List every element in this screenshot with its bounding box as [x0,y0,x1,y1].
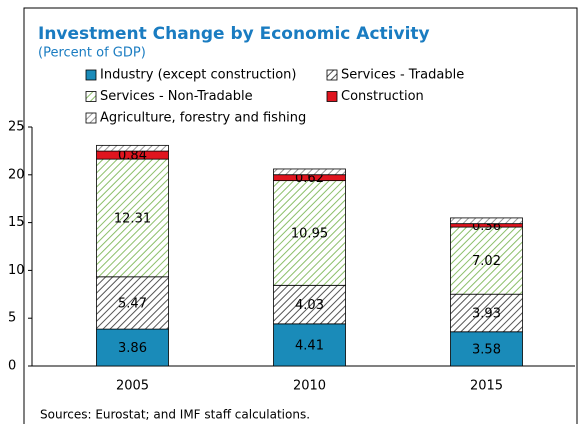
chart-subtitle: (Percent of GDP) [38,46,146,61]
bar-segment [450,226,523,295]
x-tick-label: 2005 [116,379,149,394]
data-label: 3.58 [472,342,501,357]
bar-segment [450,293,523,333]
chart-title: Investment Change by Economic Activity [38,24,430,44]
legend-label: Services - Non-Tradable [100,89,253,104]
y-tick-label: 0 [8,359,16,374]
legend-swatch [85,69,97,81]
legend-label: Industry (except construction) [100,68,296,83]
legend-swatch [326,91,338,102]
y-tick-label: 5 [8,311,16,326]
source-note: Sources: Eurostat; and IMF staff calcula… [40,408,310,422]
y-tick-label: 10 [8,263,25,278]
chart-frame [23,7,578,424]
data-label: 5.47 [118,296,147,311]
legend-swatch [326,69,338,81]
bar-segment [450,217,523,225]
data-label: 7.02 [472,254,501,269]
legend-label: Services - Tradable [341,68,464,83]
bar-segment [96,144,169,152]
legend-swatch [85,91,97,102]
bar-segment [273,168,346,176]
legend-label: Agriculture, forestry and fishing [100,111,306,126]
y-tick-label: 20 [8,167,25,182]
bar-segment [96,328,169,367]
x-tick-label: 2015 [470,379,503,394]
data-label: 10.95 [291,226,328,241]
y-tick-label: 15 [8,215,25,230]
legend-swatch [85,112,97,124]
data-label: 3.86 [118,341,147,356]
bar-segment [96,158,169,278]
y-tick-label: 25 [8,120,25,135]
bar-segment [450,331,523,367]
data-label: 12.31 [114,211,151,226]
x-tick-label: 2010 [293,379,326,394]
data-label: 0.84 [118,149,147,164]
bar-segment [96,276,169,330]
data-label: 4.41 [295,338,324,353]
data-label: 3.93 [472,306,501,321]
bar-segment [273,323,346,367]
data-label: 4.03 [295,298,324,313]
legend-label: Construction [341,89,424,104]
